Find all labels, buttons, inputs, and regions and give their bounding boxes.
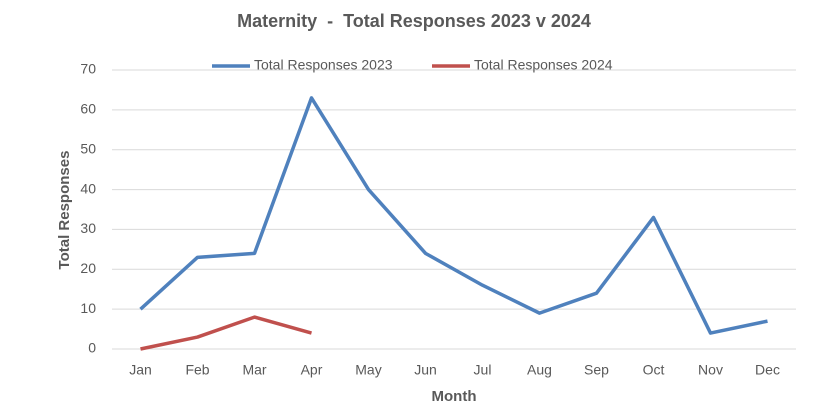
x-tick-label: Jul: [474, 362, 492, 378]
chart-title: Maternity - Total Responses 2023 v 2024: [237, 11, 591, 31]
legend-label: Total Responses 2024: [474, 57, 613, 73]
x-tick-label: Apr: [301, 362, 323, 378]
y-tick-label: 0: [88, 340, 96, 356]
x-tick-label: Jun: [414, 362, 437, 378]
x-axis-title: Month: [432, 388, 477, 405]
y-tick-label: 30: [80, 220, 96, 236]
x-tick-label: Dec: [755, 362, 780, 378]
y-tick-label: 50: [80, 140, 96, 156]
x-tick-label: Jan: [129, 362, 152, 378]
x-tick-label: Oct: [643, 362, 665, 378]
x-tick-label: May: [355, 362, 381, 378]
y-tick-label: 60: [80, 101, 96, 117]
legend-label: Total Responses 2023: [254, 57, 393, 73]
x-tick-label: Nov: [698, 362, 723, 378]
x-tick-label: Mar: [242, 362, 266, 378]
x-tick-label: Feb: [185, 362, 209, 378]
x-tick-label: Aug: [527, 362, 552, 378]
y-tick-label: 10: [80, 300, 96, 316]
y-tick-label: 70: [80, 61, 96, 77]
series-line: [139, 96, 768, 335]
y-tick-label: 20: [80, 260, 96, 276]
y-tick-label: 40: [80, 180, 96, 196]
series-line: [140, 315, 312, 351]
x-tick-label: Sep: [584, 362, 609, 378]
y-axis-title: Total Responses: [56, 151, 73, 270]
